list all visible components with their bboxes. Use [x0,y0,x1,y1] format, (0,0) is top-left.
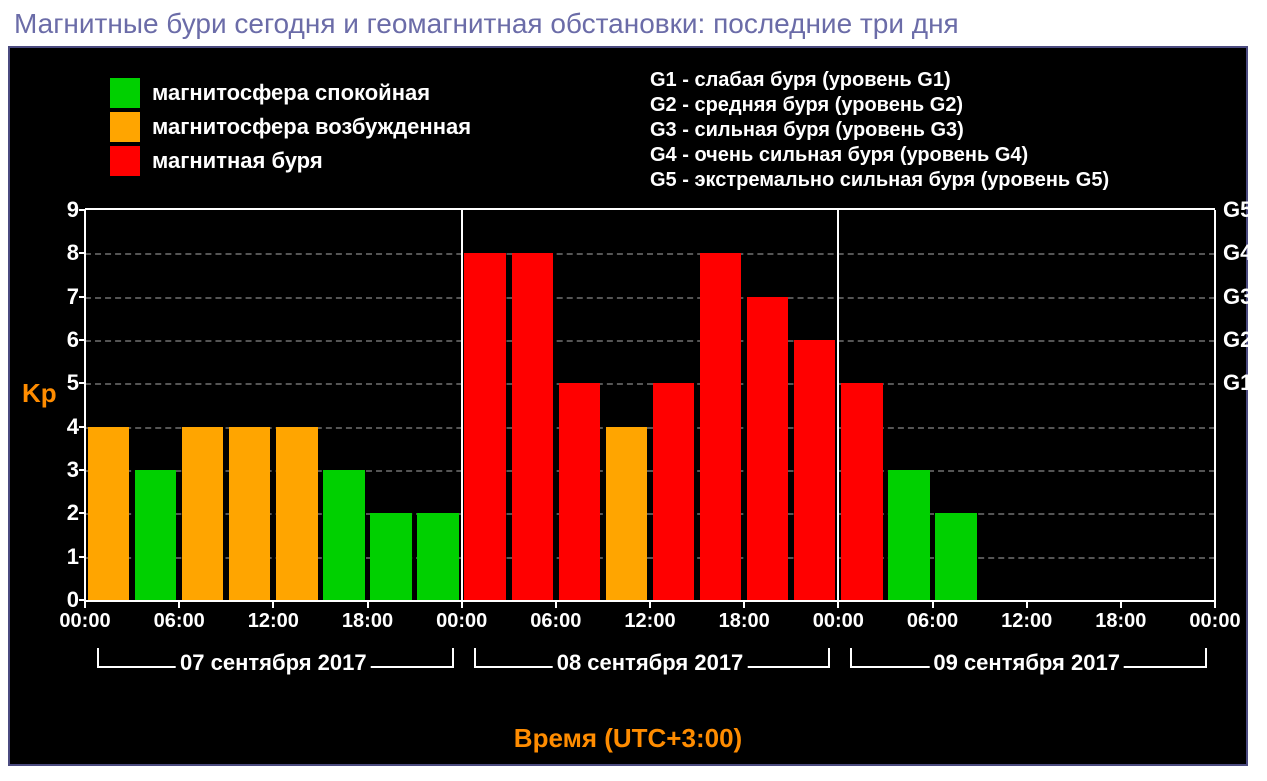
chart-bar [794,340,835,600]
legend-label: магнитосфера спокойная [152,80,430,106]
chart-bar [417,513,458,600]
gridline [85,297,1215,299]
x-tick-mark [1026,600,1028,608]
day-label: 07 сентября 2017 [176,650,371,676]
chart-bar [135,470,176,600]
x-tick-label: 12:00 [1001,610,1052,633]
legend-row: магнитосфера возбужденная [110,112,471,142]
x-tick-label: 00:00 [436,610,487,633]
legend-g-line: G5 - экстремально сильная буря (уровень … [650,168,1109,193]
x-tick-label: 00:00 [59,610,110,633]
section-divider [837,210,839,600]
section-divider [84,210,86,600]
day-label: 09 сентября 2017 [929,650,1124,676]
chart-bar [88,427,129,600]
chart-bar [370,513,411,600]
section-divider [1214,210,1216,600]
legend-g-line: G3 - сильная буря (уровень G3) [650,118,1109,143]
x-tick-mark [367,600,369,608]
legend-swatch [110,146,140,176]
chart-bar [888,470,929,600]
g-level-label: G1 [1215,370,1252,396]
x-tick-label: 12:00 [624,610,675,633]
chart-bar [559,383,600,600]
gridline [85,253,1215,255]
chart-bar [841,383,882,600]
chart-bar [229,427,270,600]
section-divider [461,210,463,600]
gridline [85,383,1215,385]
x-tick-mark [649,600,651,608]
x-tick-mark [178,600,180,608]
legend-swatch [110,112,140,142]
legend-g-line: G1 - слабая буря (уровень G1) [650,68,1109,93]
g-level-label: G3 [1215,284,1252,310]
x-axis-label: Время (UTC+3:00) [514,723,742,754]
g-level-label: G2 [1215,327,1252,353]
x-tick-mark [555,600,557,608]
x-tick-label: 06:00 [154,610,205,633]
chart-bar [512,253,553,600]
x-tick-mark [837,600,839,608]
legend-g-line: G4 - очень сильная буря (уровень G4) [650,143,1109,168]
legend-label: магнитная буря [152,148,323,174]
x-tick-label: 18:00 [342,610,393,633]
chart-bar [700,253,741,600]
x-tick-mark [743,600,745,608]
x-tick-mark [461,600,463,608]
legend-swatch [110,78,140,108]
chart-bar [935,513,976,600]
x-tick-mark [932,600,934,608]
g-level-label: G5 [1215,197,1252,223]
x-tick-label: 00:00 [1189,610,1240,633]
plot-area: 0123456789G1G2G3G4G500:0006:0012:0018:00… [85,208,1215,602]
chart-bar [653,383,694,600]
chart-bar [464,253,505,600]
legend-row: магнитная буря [110,146,471,176]
chart-container: магнитосфера спокойная магнитосфера возбу… [8,46,1248,766]
chart-bar [747,297,788,600]
legend-colors: магнитосфера спокойная магнитосфера возбу… [110,78,471,180]
y-axis-label: Kp [22,378,57,409]
x-tick-label: 06:00 [907,610,958,633]
legend-row: магнитосфера спокойная [110,78,471,108]
legend-g-line: G2 - средняя буря (уровень G2) [650,93,1109,118]
chart-bar [276,427,317,600]
x-tick-label: 12:00 [248,610,299,633]
x-tick-label: 00:00 [813,610,864,633]
x-tick-label: 18:00 [719,610,770,633]
chart-bar [182,427,223,600]
day-label: 08 сентября 2017 [553,650,748,676]
legend-g-levels: G1 - слабая буря (уровень G1)G2 - средня… [650,68,1109,193]
gridline [85,340,1215,342]
chart-bar [606,427,647,600]
g-level-label: G4 [1215,240,1252,266]
page-title: Магнитные бури сегодня и геомагнитная об… [14,8,1259,40]
x-tick-label: 18:00 [1095,610,1146,633]
x-tick-mark [1214,600,1216,608]
x-tick-label: 06:00 [530,610,581,633]
x-tick-mark [1120,600,1122,608]
chart-bar [323,470,364,600]
x-tick-mark [272,600,274,608]
x-tick-mark [84,600,86,608]
legend-label: магнитосфера возбужденная [152,114,471,140]
